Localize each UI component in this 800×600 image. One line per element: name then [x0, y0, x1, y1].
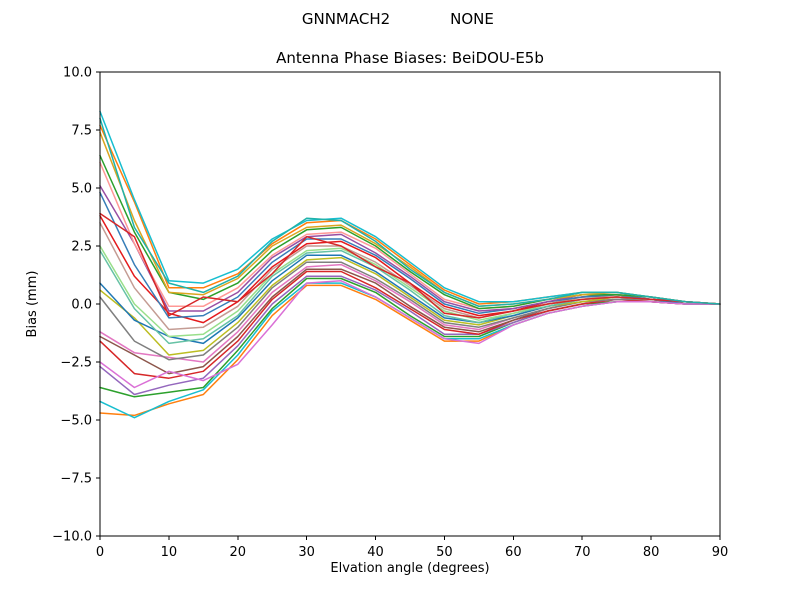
x-tick-label: 80	[643, 545, 660, 560]
series-line	[99, 261, 721, 361]
figure-suptitle-program: GNNMACH2	[302, 10, 390, 28]
x-tick-label: 40	[367, 545, 384, 560]
x-tick-label: 10	[161, 545, 178, 560]
y-tick-label: −5.0	[60, 414, 92, 429]
series-line	[99, 154, 721, 310]
series-line	[99, 184, 721, 312]
axes-box	[99, 71, 721, 537]
series-line	[99, 284, 721, 417]
series-lines-group	[99, 110, 721, 419]
x-tick-label: 70	[574, 545, 591, 560]
y-tick-label: 5.0	[71, 182, 92, 197]
axes-group: 0 10 20 30 40 50 60 70 80 90 −10.0 −7.5 −5.0 −2.5 0.0 2…	[52, 66, 728, 561]
x-tick-label: 30	[298, 545, 315, 560]
axes-title: Antenna Phase Biases: BeiDOU-E5b	[276, 49, 544, 67]
y-tick-label: −10.0	[52, 530, 92, 545]
y-tick-label: 10.0	[63, 66, 92, 81]
series-line	[99, 117, 721, 308]
series-line	[99, 124, 721, 305]
x-tick-label: 50	[436, 545, 453, 560]
series-line	[99, 161, 721, 310]
y-tick-label: 7.5	[71, 124, 92, 139]
x-tick-label: 90	[712, 545, 729, 560]
y-tick-label: −2.5	[60, 356, 92, 371]
x-tick-label: 20	[230, 545, 247, 560]
series-line	[99, 245, 721, 338]
figure-suptitle-mode: NONE	[450, 10, 494, 28]
series-line	[99, 110, 721, 305]
y-axis-label: Bias (mm)	[25, 271, 40, 338]
x-tick-label: 0	[96, 545, 104, 560]
x-tick-label: 60	[505, 545, 522, 560]
x-axis-label: Elvation angle (degrees)	[330, 561, 489, 576]
series-line	[99, 280, 721, 389]
y-tick-label: −7.5	[60, 472, 92, 487]
series-line	[99, 131, 721, 308]
series-line	[99, 212, 721, 319]
y-tick-label: 0.0	[71, 298, 92, 313]
y-tick-label: 2.5	[71, 240, 92, 255]
